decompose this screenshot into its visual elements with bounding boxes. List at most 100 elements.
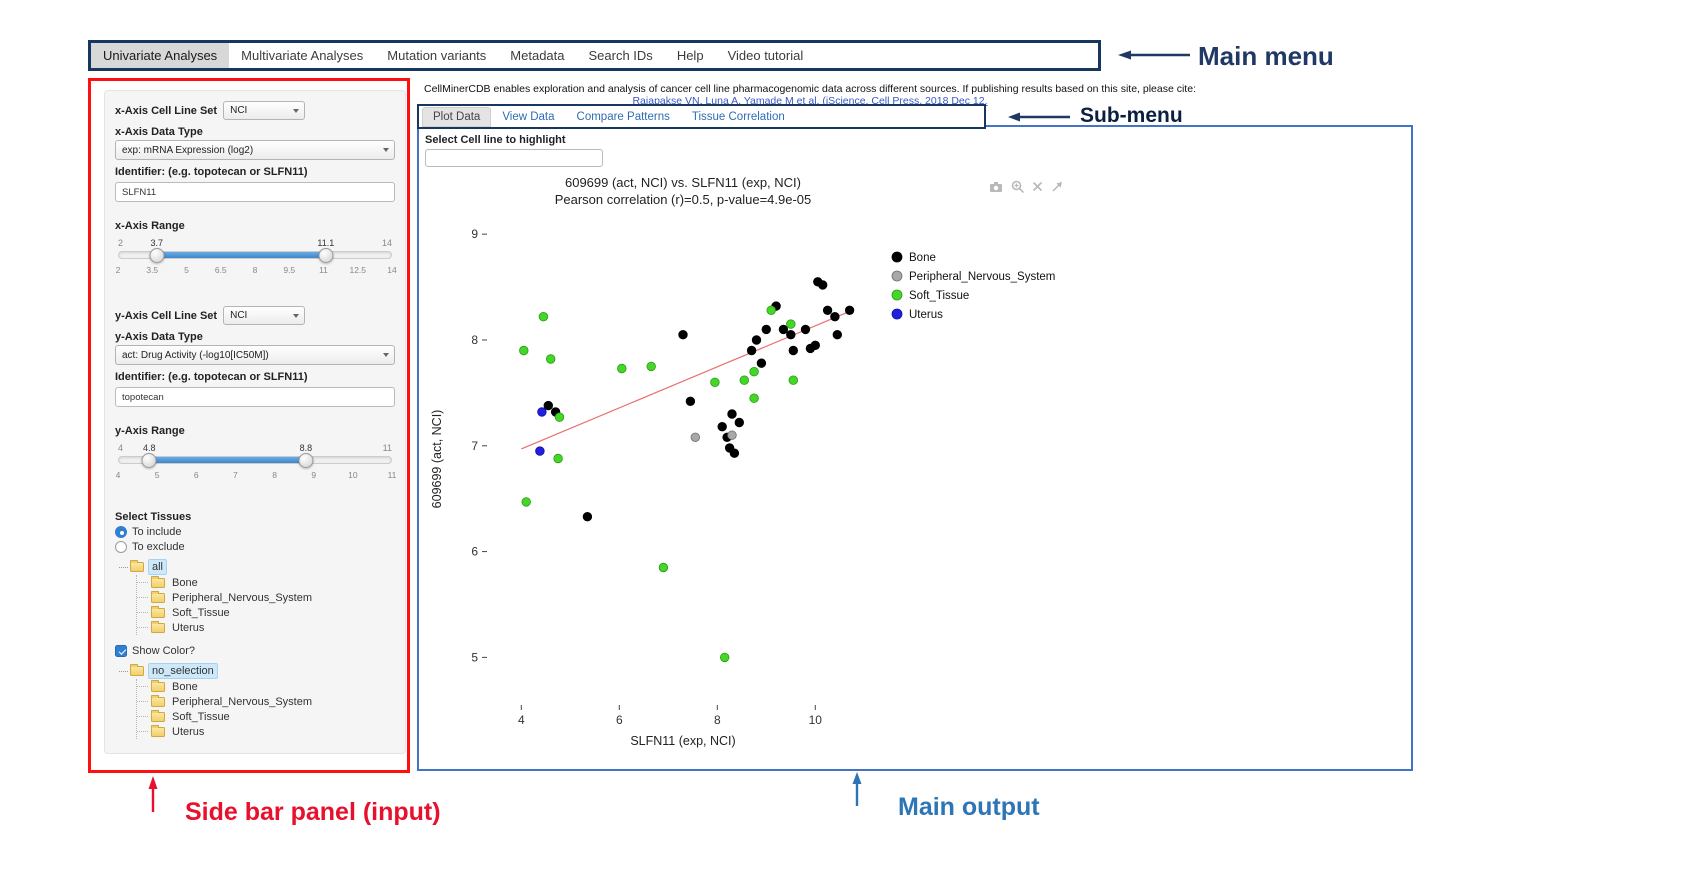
menu-item-multivariate-analyses[interactable]: Multivariate Analyses	[241, 48, 364, 63]
checkbox-label: Show Color?	[132, 645, 195, 657]
folder-icon	[151, 620, 165, 633]
y-axis-set-select[interactable]: NCI	[223, 306, 306, 325]
tree-item-uterus[interactable]: Uterus	[137, 620, 395, 635]
select-value: act: Drug Activity (-log10[IC50M])	[122, 350, 269, 361]
tab-compare-patterns[interactable]: Compare Patterns	[576, 110, 670, 123]
close-icon[interactable]	[1032, 181, 1043, 192]
scatter-point-Soft_Tissue	[749, 393, 759, 403]
slider-max-label: 11	[382, 443, 392, 453]
folder-icon	[151, 679, 165, 692]
slider-tick-label: 12.5	[349, 265, 367, 275]
tree-label[interactable]: Uterus	[172, 725, 205, 738]
plot-modebar	[989, 180, 1063, 193]
slider-handle-high[interactable]	[298, 452, 314, 468]
slider-handle-high[interactable]	[318, 247, 334, 263]
tab-view-data[interactable]: View Data	[502, 110, 555, 123]
slider-selected-range[interactable]	[157, 252, 326, 258]
menu-item-video-tutorial[interactable]: Video tutorial	[727, 48, 804, 63]
select-value: NCI	[230, 310, 248, 321]
sub-menu-annotation: Sub-menu	[1080, 104, 1183, 127]
slider-low-value: 4.8	[143, 443, 156, 453]
legend-label[interactable]: Peripheral_Nervous_System	[909, 271, 1055, 283]
checkbox-checked-icon[interactable]	[115, 645, 127, 657]
tree-item-soft-tissue[interactable]: Soft_Tissue	[137, 709, 395, 724]
tree-item-uterus[interactable]: Uterus	[137, 724, 395, 739]
folder-icon	[151, 709, 165, 722]
scatter-point-Soft_Tissue	[658, 562, 669, 573]
legend-label[interactable]: Bone	[909, 252, 936, 264]
legend-marker[interactable]	[891, 270, 903, 282]
scatter-point-Soft_Tissue	[554, 412, 565, 422]
tissue-include-radio[interactable]: To include	[115, 526, 395, 538]
menu-item-metadata[interactable]: Metadata	[510, 48, 565, 63]
main-output-arrow-icon	[852, 772, 862, 806]
y-axis-range-slider[interactable]: 4 4.8 8.8 11 4 5 6 7 8 9 10 11	[116, 443, 397, 485]
highlight-cell-line-input[interactable]	[425, 149, 603, 167]
tree-label[interactable]: Peripheral_Nervous_System	[172, 695, 313, 708]
legend-marker[interactable]	[891, 251, 903, 263]
tree-label[interactable]: Soft_Tissue	[172, 606, 230, 619]
scatter-point-Bone	[810, 340, 821, 351]
show-color-checkbox[interactable]: Show Color?	[115, 645, 395, 657]
slider-handle-low[interactable]	[149, 247, 165, 263]
slider-track[interactable]	[118, 251, 392, 259]
chart-title: 609699 (act, NCI) vs. SLFN11 (exp, NCI)	[565, 175, 801, 190]
legend-label[interactable]: Soft_Tissue	[909, 290, 969, 302]
tab-tissue-correlation[interactable]: Tissue Correlation	[691, 110, 785, 123]
y-tick-label: 9	[471, 227, 478, 241]
radio-checked-icon[interactable]	[115, 526, 127, 538]
menu-item-search-ids[interactable]: Search IDs	[588, 48, 653, 63]
y-axis-identifier-input[interactable]	[115, 387, 395, 407]
x-axis-identifier-input[interactable]	[115, 182, 395, 202]
tree-item-bone[interactable]: Bone	[137, 575, 395, 590]
tree-label-all[interactable]: all	[148, 559, 168, 575]
scatter-plot: 609699 (act, NCI) vs. SLFN11 (exp, NCI) P…	[425, 167, 1115, 772]
tab-plot-data[interactable]: Plot Data	[422, 106, 492, 127]
x-axis-set-select[interactable]: NCI	[223, 101, 306, 120]
slider-tick-label: 8	[252, 265, 258, 275]
x-axis-type-select[interactable]: exp: mRNA Expression (log2)	[115, 140, 395, 160]
zoom-icon[interactable]	[1011, 180, 1024, 193]
slider-tick-label: 5	[154, 470, 160, 480]
tree-label[interactable]: Peripheral_Nervous_System	[172, 591, 313, 604]
menu-item-univariate-analyses[interactable]: Univariate Analyses	[91, 43, 230, 68]
tree-label[interactable]: Soft_Tissue	[172, 710, 230, 723]
y-axis-type-label: y-Axis Data Type	[115, 331, 203, 343]
scatter-point-Peripheral_Nervous_System	[727, 430, 737, 440]
folder-icon	[151, 590, 165, 603]
camera-icon[interactable]	[989, 181, 1003, 193]
y-axis-type-select[interactable]: act: Drug Activity (-log10[IC50M])	[115, 345, 395, 365]
tree-label[interactable]: Bone	[172, 680, 198, 693]
legend-marker[interactable]	[891, 289, 903, 301]
tree-item-soft-tissue[interactable]: Soft_Tissue	[137, 605, 395, 620]
tree-item-all[interactable]: all	[117, 559, 395, 575]
slider-track[interactable]	[118, 456, 392, 464]
slider-handle-low[interactable]	[141, 452, 157, 468]
tree-item-no-selection[interactable]: no_selection	[117, 663, 395, 679]
tree-item-bone[interactable]: Bone	[137, 679, 395, 694]
slider-selected-range[interactable]	[150, 457, 306, 463]
tree-label-no-selection[interactable]: no_selection	[148, 663, 218, 679]
scatter-point-Bone	[756, 358, 767, 368]
y-axis-set-label: y-Axis Cell Line Set	[115, 309, 218, 322]
slider-tick-label: 9	[311, 470, 317, 480]
scatter-point-Bone	[800, 324, 811, 335]
tree-item-peripheral-nervous-system[interactable]: Peripheral_Nervous_System	[137, 590, 395, 605]
expand-icon[interactable]	[1051, 181, 1063, 193]
slider-tick-labels: 2 3.5 5 6.5 8 9.5 11 12.5 14	[116, 265, 397, 277]
tree-item-peripheral-nervous-system[interactable]: Peripheral_Nervous_System	[137, 694, 395, 709]
scatter-point-Bone	[761, 324, 772, 335]
sidebar-annotation: Side bar panel (input)	[185, 798, 441, 826]
legend-marker[interactable]	[891, 308, 903, 320]
menu-item-mutation-variants[interactable]: Mutation variants	[387, 48, 487, 63]
x-axis-range-slider[interactable]: 2 3.7 11.1 14 2 3.5 5 6.5 8 9.5 11 12.5 14	[116, 238, 397, 280]
tree-label[interactable]: Bone	[172, 576, 198, 589]
tree-label[interactable]: Uterus	[172, 621, 205, 634]
folder-icon	[130, 560, 144, 572]
main-menu-annotation: Main menu	[1198, 41, 1334, 71]
tissue-exclude-radio[interactable]: To exclude	[115, 541, 395, 553]
slider-max-label: 14	[381, 238, 392, 248]
legend-label[interactable]: Uterus	[909, 309, 943, 321]
radio-unchecked-icon[interactable]	[115, 541, 127, 553]
menu-item-help[interactable]: Help	[676, 48, 704, 63]
